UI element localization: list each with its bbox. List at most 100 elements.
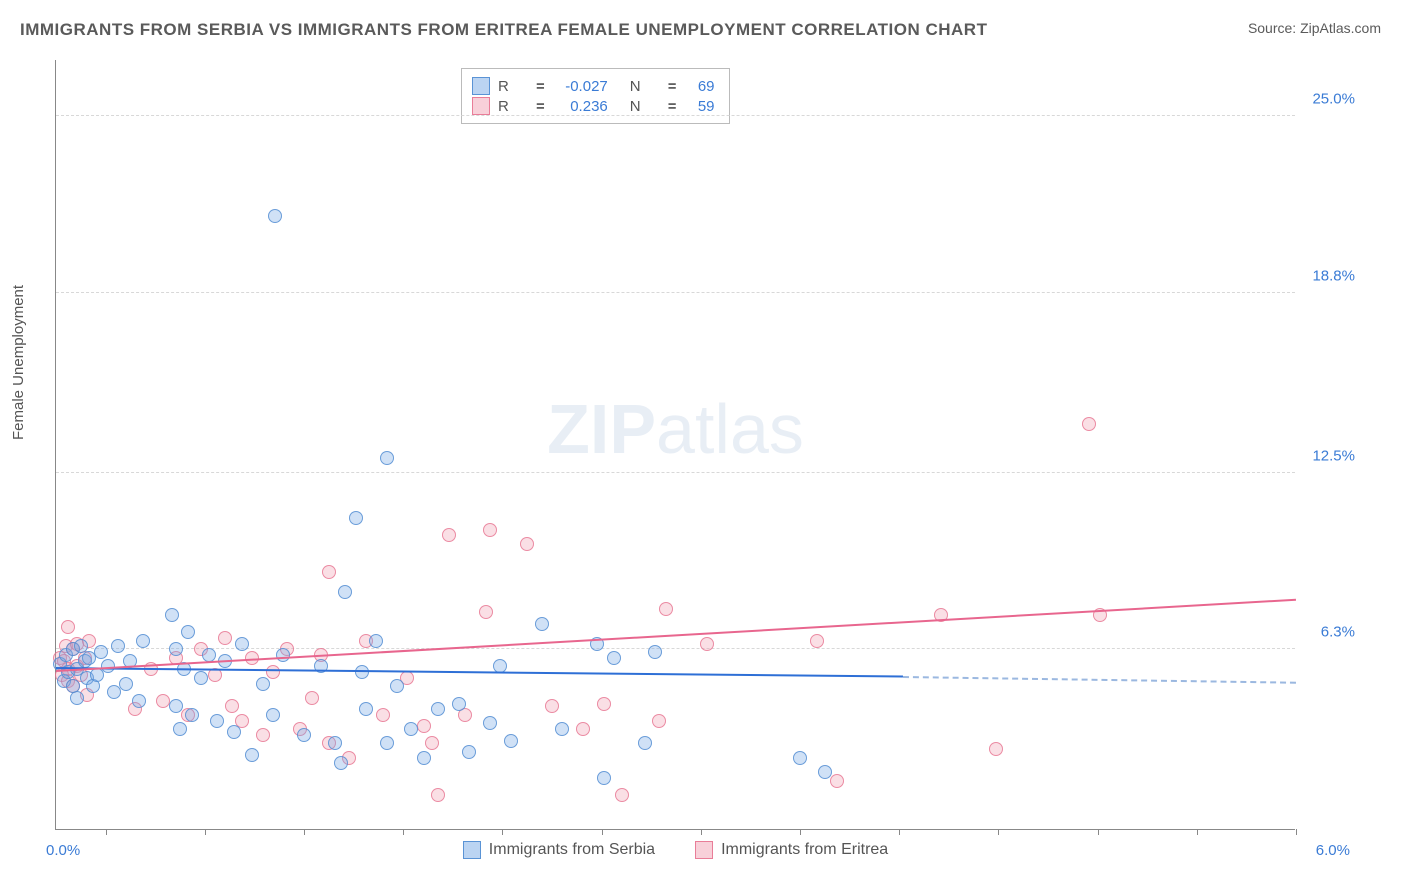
data-point-s1	[328, 736, 342, 750]
data-point-s1	[431, 702, 445, 716]
data-point-s1	[266, 708, 280, 722]
watermark-bold: ZIP	[547, 390, 656, 468]
x-tick-mark	[205, 829, 206, 835]
data-point-s1	[173, 722, 187, 736]
x-tick-mark	[800, 829, 801, 835]
source-label: Source:	[1248, 20, 1296, 36]
chart-title: IMMIGRANTS FROM SERBIA VS IMMIGRANTS FRO…	[20, 20, 987, 40]
source-value: ZipAtlas.com	[1300, 20, 1381, 36]
data-point-s1	[136, 634, 150, 648]
data-point-s1	[194, 671, 208, 685]
data-point-s2	[1082, 417, 1096, 431]
swatch-series1-icon	[463, 841, 481, 859]
swatch-series1-icon	[472, 77, 490, 95]
data-point-s1	[380, 736, 394, 750]
data-point-s1	[256, 677, 270, 691]
legend-equals: =	[536, 98, 545, 115]
data-point-s1	[417, 751, 431, 765]
legend-r-label: R	[498, 98, 528, 115]
legend-equals: =	[536, 78, 545, 95]
x-tick-mark	[998, 829, 999, 835]
data-point-s1	[359, 702, 373, 716]
data-point-s2	[989, 742, 1003, 756]
data-point-s2	[442, 528, 456, 542]
data-point-s2	[810, 634, 824, 648]
data-point-s2	[61, 620, 75, 634]
legend-equals: =	[668, 78, 677, 95]
data-point-s1	[355, 665, 369, 679]
trend-line-series1-extrapolated	[903, 676, 1296, 684]
data-point-s1	[165, 608, 179, 622]
data-point-s2	[700, 637, 714, 651]
data-point-s2	[615, 788, 629, 802]
y-tick-label: 6.3%	[1321, 624, 1355, 641]
legend-series1-r: -0.027	[553, 78, 608, 95]
data-point-s1	[607, 651, 621, 665]
data-point-s1	[390, 679, 404, 693]
data-point-s1	[107, 685, 121, 699]
data-point-s1	[404, 722, 418, 736]
data-point-s1	[818, 765, 832, 779]
data-point-s2	[218, 631, 232, 645]
data-point-s1	[334, 756, 348, 770]
data-point-s2	[225, 699, 239, 713]
data-point-s1	[504, 734, 518, 748]
data-point-s2	[479, 605, 493, 619]
data-point-s1	[235, 637, 249, 651]
data-point-s2	[576, 722, 590, 736]
data-point-s1	[169, 699, 183, 713]
gridline	[56, 115, 1295, 116]
data-point-s1	[452, 697, 466, 711]
trend-line-series2	[56, 599, 1296, 672]
x-tick-mark	[1098, 829, 1099, 835]
legend-series1-n: 69	[685, 78, 715, 95]
legend-r-label: R	[498, 78, 528, 95]
legend-series2-name: Immigrants from Eritrea	[721, 841, 888, 859]
data-point-s2	[322, 565, 336, 579]
data-point-s2	[305, 691, 319, 705]
data-point-s2	[425, 736, 439, 750]
data-point-s2	[659, 602, 673, 616]
data-point-s1	[119, 677, 133, 691]
data-point-s1	[245, 748, 259, 762]
x-tick-mark	[304, 829, 305, 835]
data-point-s1	[297, 728, 311, 742]
data-point-s1	[555, 722, 569, 736]
data-point-s1	[268, 209, 282, 223]
x-tick-mark	[403, 829, 404, 835]
data-point-s1	[181, 625, 195, 639]
gridline	[56, 472, 1295, 473]
data-point-s1	[185, 708, 199, 722]
data-point-s2	[483, 523, 497, 537]
legend-item-series2: Immigrants from Eritrea	[695, 841, 888, 859]
data-point-s1	[169, 642, 183, 656]
y-tick-label: 12.5%	[1312, 447, 1355, 464]
legend-series1-name: Immigrants from Serbia	[489, 841, 655, 859]
swatch-series2-icon	[472, 97, 490, 115]
data-point-s1	[483, 716, 497, 730]
data-point-s2	[266, 665, 280, 679]
data-point-s2	[256, 728, 270, 742]
data-point-s1	[210, 714, 224, 728]
plot-area: ZIPatlas 0.0% 6.0% R = -0.027 N = 69 R =…	[55, 60, 1295, 830]
x-tick-mark	[701, 829, 702, 835]
data-point-s2	[376, 708, 390, 722]
data-point-s2	[545, 699, 559, 713]
legend-item-series1: Immigrants from Serbia	[463, 841, 655, 859]
y-tick-label: 25.0%	[1312, 91, 1355, 108]
data-point-s2	[417, 719, 431, 733]
data-point-s1	[535, 617, 549, 631]
legend-n-label: N	[630, 98, 660, 115]
x-tick-mark	[899, 829, 900, 835]
data-point-s1	[793, 751, 807, 765]
data-point-s1	[462, 745, 476, 759]
data-point-s1	[70, 691, 84, 705]
x-tick-mark	[1197, 829, 1198, 835]
data-point-s1	[369, 634, 383, 648]
x-axis-max-label: 6.0%	[1316, 842, 1350, 859]
legend-row-series2: R = 0.236 N = 59	[472, 97, 715, 115]
data-point-s1	[597, 771, 611, 785]
watermark-light: atlas	[656, 390, 804, 468]
data-point-s2	[431, 788, 445, 802]
data-point-s1	[132, 694, 146, 708]
